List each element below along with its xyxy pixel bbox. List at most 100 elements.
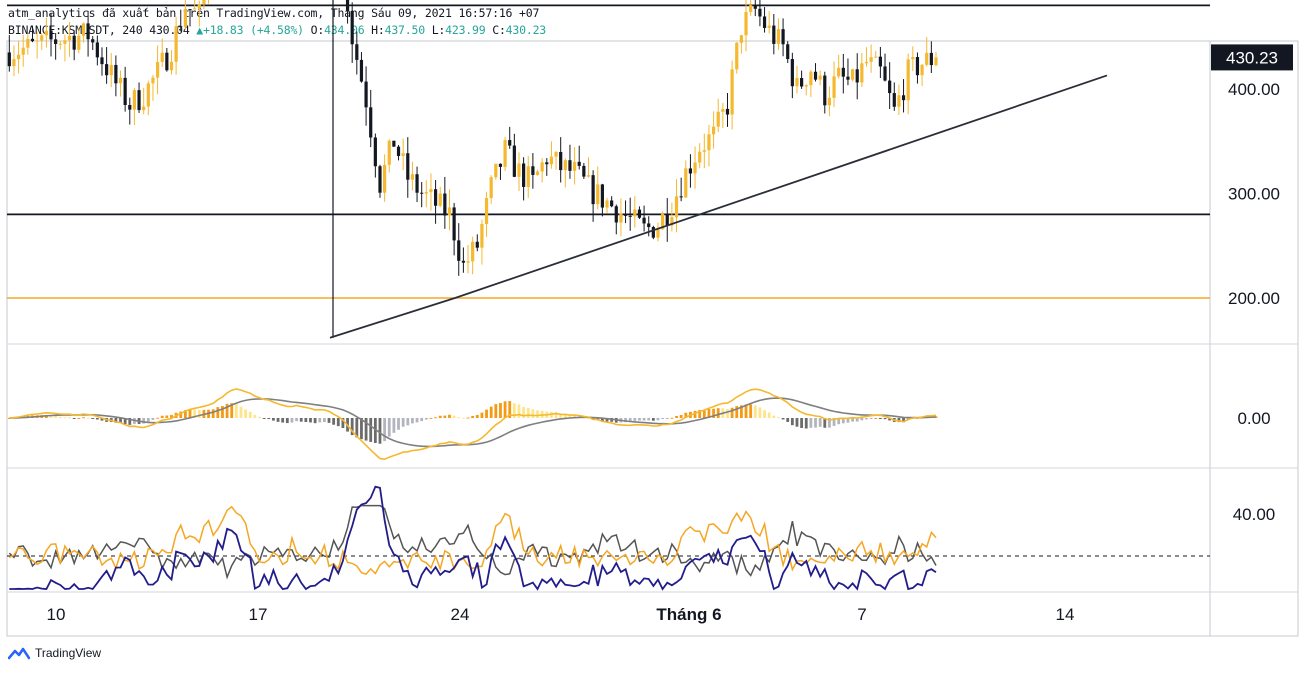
candle-body <box>406 153 410 180</box>
candle-body <box>86 23 90 40</box>
macd-histogram-bar <box>536 410 539 418</box>
candle-body <box>369 107 373 138</box>
macd-histogram-bar <box>239 406 243 418</box>
macd-histogram-bar <box>837 418 841 425</box>
macd-histogram-bar <box>651 418 655 421</box>
up-arrow-icon: ▲ <box>196 23 204 37</box>
macd-histogram-bar <box>517 404 521 418</box>
macd-histogram-bar <box>735 406 739 418</box>
macd-histogram-bar <box>406 418 410 426</box>
macd-histogram-bar <box>128 418 132 425</box>
candle-body <box>58 43 62 45</box>
candle-body <box>123 77 127 105</box>
candle-body <box>767 25 771 28</box>
candle-body <box>711 126 716 135</box>
macd-histogram-bar <box>902 418 905 423</box>
macd-histogram-bar <box>146 418 150 422</box>
candle-body <box>16 54 21 60</box>
candle-body <box>837 67 841 77</box>
oscillator-blue-line <box>9 485 937 591</box>
candle-body <box>508 140 512 146</box>
macd-histogram-bar <box>415 418 419 423</box>
macd-histogram-bar <box>54 416 58 418</box>
candle-body <box>869 57 873 62</box>
macd-histogram-bar <box>216 407 220 418</box>
time-tick-label: 14 <box>1056 605 1075 624</box>
macd-histogram-bar <box>304 418 308 423</box>
macd-histogram-bar <box>281 418 285 423</box>
candle-body <box>415 174 419 193</box>
candle-body <box>72 35 76 50</box>
candle-body <box>781 29 785 45</box>
macd-histogram-bar <box>573 415 576 418</box>
candle-body <box>809 71 813 86</box>
macd-histogram-bar <box>179 411 183 418</box>
candle-body <box>721 108 725 112</box>
candle-body <box>54 39 58 44</box>
macd-histogram-bar <box>327 418 331 423</box>
candle-body <box>929 52 933 66</box>
macd-histogram-bar <box>860 418 864 421</box>
candle-body <box>776 29 781 44</box>
candle-body <box>633 209 637 217</box>
tradingview-logo-icon <box>8 647 30 660</box>
macd-histogram-bar <box>424 418 428 420</box>
candle-body <box>466 261 470 263</box>
macd-pane: 0.00 <box>7 388 1271 461</box>
macd-histogram-bar <box>647 418 651 421</box>
candle-body <box>433 189 438 206</box>
candle-body <box>91 39 95 43</box>
macd-histogram-bar <box>559 413 563 418</box>
candle-body <box>396 146 401 156</box>
candle-body <box>772 25 776 44</box>
macd-histogram-bar <box>119 418 122 423</box>
macd-histogram-bar <box>221 406 224 418</box>
macd-histogram-bar <box>443 415 447 418</box>
time-axis[interactable]: 10 17 24 Tháng 6 7 14 <box>47 605 1075 624</box>
candle-body <box>707 134 711 151</box>
macd-histogram-bar <box>712 408 715 418</box>
high-label: H: <box>371 23 385 37</box>
macd-histogram-bar <box>420 418 424 422</box>
macd-histogram-bar <box>160 415 164 418</box>
macd-histogram-bar <box>814 418 817 428</box>
candle-body <box>749 5 753 12</box>
macd-histogram-bar <box>49 415 53 418</box>
candle-body <box>610 200 614 207</box>
candle-body <box>841 67 845 77</box>
macd-histogram-bar <box>638 418 641 421</box>
candle-body <box>498 163 503 167</box>
time-tick-label: 17 <box>249 605 268 624</box>
macd-histogram-bar <box>114 418 118 423</box>
macd-histogram-bar <box>466 417 470 419</box>
candle-body <box>457 240 461 261</box>
candle-body <box>753 5 757 9</box>
macd-histogram-bar <box>795 418 799 427</box>
candle-body <box>559 152 563 171</box>
macd-histogram-bar <box>739 405 743 418</box>
candle-body <box>160 52 164 63</box>
candle-body <box>762 16 767 28</box>
candle-body <box>95 42 99 58</box>
candle-body <box>628 215 632 217</box>
macd-histogram-bar <box>350 418 354 436</box>
macd-histogram-bar <box>772 415 776 418</box>
candle-body <box>920 64 924 76</box>
macd-histogram-bar <box>675 415 678 418</box>
candle-body <box>471 241 475 262</box>
macd-histogram-bar <box>684 412 688 418</box>
macd-histogram-bar <box>267 418 271 419</box>
oscillator-orange-line <box>8 505 937 575</box>
macd-histogram-bar <box>183 410 187 418</box>
candle-body <box>517 163 521 177</box>
candle-body <box>846 76 850 80</box>
tradingview-brand[interactable]: TradingView <box>8 646 101 660</box>
candle-body <box>656 229 660 238</box>
macd-tick-label: 0.00 <box>1237 409 1270 428</box>
macd-histogram-bar <box>777 417 780 419</box>
outer-border <box>6 40 1299 637</box>
macd-histogram-bar <box>341 418 345 428</box>
macd-histogram-bar <box>156 417 159 419</box>
